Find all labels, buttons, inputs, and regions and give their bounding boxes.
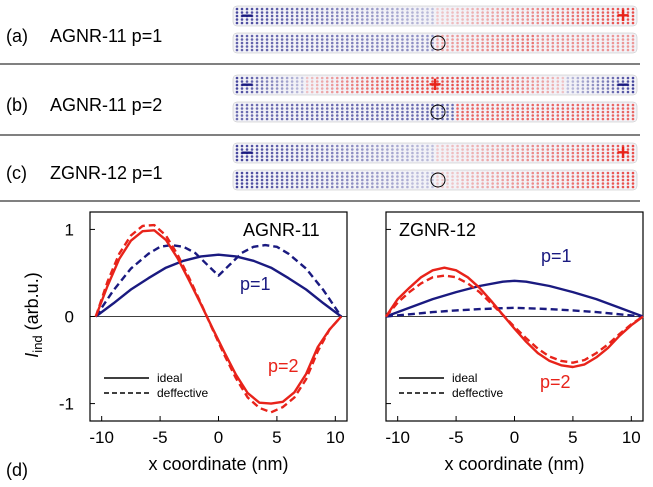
plot-title: AGNR-11 <box>243 220 320 240</box>
panel-tag: (b) <box>6 95 28 115</box>
series-line <box>95 253 342 318</box>
y-tick-label: 0 <box>65 308 74 327</box>
legend-label: ideal <box>157 371 182 385</box>
defect-marker <box>430 35 446 51</box>
ribbon-2 <box>232 32 638 54</box>
charge-sign: − <box>241 72 254 97</box>
x-tick-label: 10 <box>326 428 345 447</box>
x-axis-label: x coordinate (nm) <box>148 454 288 474</box>
x-tick-label: 10 <box>622 428 641 447</box>
x-tick-label: -5 <box>449 428 464 447</box>
x-tick-label: 5 <box>272 428 281 447</box>
series-annotation: p=1 <box>541 246 572 266</box>
x-tick-label: 0 <box>510 428 519 447</box>
panel-ribbon-name: ZGNR-12 p=1 <box>50 163 163 183</box>
charge-sign: + <box>617 3 630 28</box>
panel-ribbon-name: AGNR-11 p=2 <box>50 95 162 115</box>
legend-label: deffective <box>157 386 208 400</box>
x-tick-label: -5 <box>153 428 168 447</box>
panel-d-label: (d) <box>6 460 28 480</box>
defect-marker <box>430 172 446 188</box>
y-axis-label-main: I <box>22 353 42 358</box>
y-tick-label: -1 <box>59 395 74 414</box>
panel-tag: (c) <box>6 163 27 183</box>
panel-ribbon-name: AGNR-11 p=1 <box>50 26 162 46</box>
series-line <box>94 243 343 318</box>
y-axis-label-rest: (arb.u.) <box>22 272 42 335</box>
series-annotation: p=2 <box>268 356 299 376</box>
charge-sign: − <box>241 3 254 28</box>
legend-label: deffective <box>452 386 503 400</box>
charge-sign: − <box>241 140 254 165</box>
x-tick-label: -10 <box>89 428 114 447</box>
ribbon-1: − + − <box>232 72 638 97</box>
x-tick-label: -10 <box>385 428 410 447</box>
series-annotation: p=2 <box>540 372 571 392</box>
y-tick-label: 1 <box>65 220 74 239</box>
y-axis-label: Iind (arb.u.) <box>22 272 45 357</box>
plot-zgnr-12: -10 -5 0 5 10 x coordinate (nm) ZGNR-12 p=1 p=2 i… <box>385 211 644 474</box>
charge-sign: + <box>429 72 442 97</box>
ribbon-2 <box>232 169 638 191</box>
ribbon-panels: (a) AGNR-11 p=1− +(b) AGNR-11 p=2− + −(c) ZGNR… <box>6 3 638 191</box>
panel-tag: (a) <box>6 26 28 46</box>
ribbon-1: − + <box>232 3 638 28</box>
charge-sign: − <box>617 72 630 97</box>
x-axis-label: x coordinate (nm) <box>444 454 584 474</box>
legend-label: ideal <box>452 371 477 385</box>
ribbon-1: − + <box>232 140 638 165</box>
series-annotation: p=1 <box>240 274 271 294</box>
series-line <box>94 223 343 414</box>
series-line <box>385 306 644 318</box>
x-tick-label: 5 <box>568 428 577 447</box>
defect-marker <box>430 104 446 120</box>
series-line <box>385 274 644 364</box>
series-line <box>385 266 644 369</box>
ribbon-2 <box>232 101 638 123</box>
y-axis-label-sub: ind <box>30 335 45 352</box>
x-tick-label: 0 <box>214 428 223 447</box>
series-line <box>385 279 644 318</box>
charge-sign: + <box>617 140 630 165</box>
plot-title: ZGNR-12 <box>399 220 476 240</box>
